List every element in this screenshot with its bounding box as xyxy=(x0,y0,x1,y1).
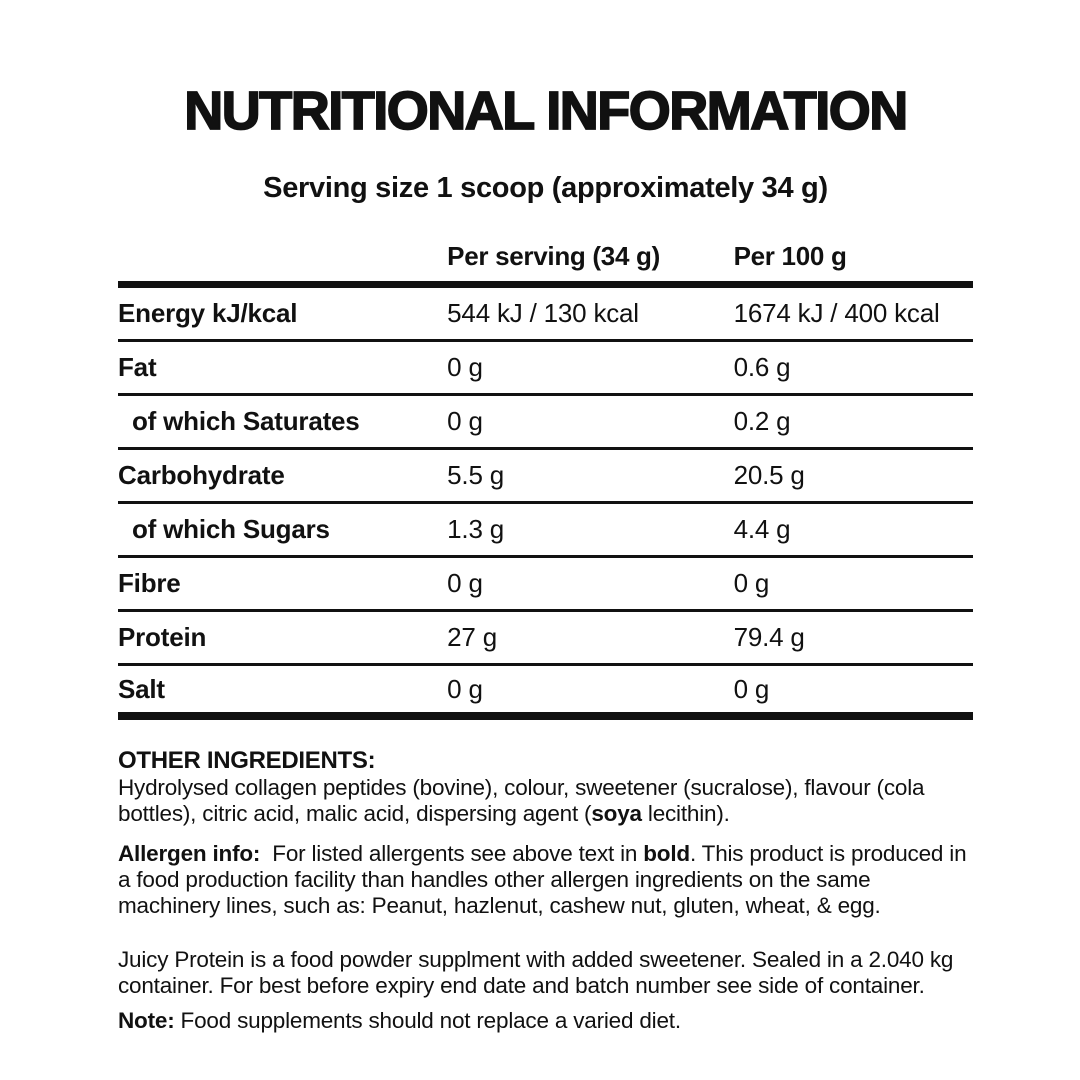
row-per-serving-value: 0 g xyxy=(447,673,483,704)
row-label: of which Saturates xyxy=(132,406,360,436)
header-cell-per-100g: Per 100 g xyxy=(733,241,847,271)
allergen-info-paragraph: Allergen info: For listed allergents see… xyxy=(118,841,978,920)
row-label: Fibre xyxy=(118,568,181,598)
row-per-100g-value: 79.4 g xyxy=(733,622,805,652)
row-per-serving-value: 0 g xyxy=(447,406,483,436)
other-ingredients-paragraph: Hydrolysed collagen peptides (bovine), c… xyxy=(118,775,978,828)
product-info-paragraph: Juicy Protein is a food powder supplment… xyxy=(118,946,960,998)
note-text: Food supplements should not replace a va… xyxy=(174,1008,682,1034)
label-text-sections: OTHER INGREDIENTS: Hydrolysed collagen p… xyxy=(118,747,978,1035)
table-row-fibre: Fibre 0 g 0 g xyxy=(118,558,973,612)
allergen-info-label: Allergen info: xyxy=(118,840,261,866)
row-per-100g-value: 1674 kJ / 400 kcal xyxy=(733,298,940,328)
row-label: Carbohydrate xyxy=(118,460,285,490)
row-per-100g-value: 0.2 g xyxy=(733,406,791,436)
other-ingredients-heading: OTHER INGREDIENTS: xyxy=(118,747,376,774)
ingredients-text-before: Hydrolysed collagen peptides (bovine), c… xyxy=(118,775,931,827)
row-per-serving-value: 0 g xyxy=(447,352,483,382)
row-label: of which Sugars xyxy=(132,514,330,544)
note-paragraph: Note: Food supplements should not replac… xyxy=(118,1008,978,1034)
row-label: Protein xyxy=(118,622,207,652)
row-per-serving-value: 1.3 g xyxy=(447,514,504,544)
allergen-text-2: . This product is produced in a food pro… xyxy=(118,840,973,919)
table-row-carbohydrate: Carbohydrate 5.5 g 20.5 g xyxy=(118,450,973,504)
nutrition-table: Per serving (34 g) Per 100 g Energy kJ/k… xyxy=(118,241,973,720)
page-title: NUTRITIONAL INFORMATION xyxy=(183,81,909,141)
row-per-serving-value: 0 g xyxy=(447,568,483,598)
table-row-salt: Salt 0 g 0 g xyxy=(118,666,973,720)
row-label: Energy kJ/kcal xyxy=(118,298,298,328)
row-per-serving-value: 5.5 g xyxy=(447,460,504,490)
note-label: Note: xyxy=(118,1008,175,1034)
row-per-100g-value: 20.5 g xyxy=(733,460,805,490)
nutrition-label: NUTRITIONAL INFORMATION Serving size 1 s… xyxy=(118,0,973,1035)
ingredients-bold-soya: soya xyxy=(591,801,642,827)
table-row-saturates: of which Saturates 0 g 0.2 g xyxy=(118,396,973,450)
table-row-protein: Protein 27 g 79.4 g xyxy=(118,612,973,666)
allergen-bold-word: bold xyxy=(643,840,690,866)
row-label: Salt xyxy=(118,673,165,704)
table-row-energy: Energy kJ/kcal 544 kJ / 130 kcal 1674 kJ… xyxy=(118,288,973,342)
row-label: Fat xyxy=(118,352,157,382)
row-per-100g-value: 0 g xyxy=(733,673,770,704)
header-cell-per-serving: Per serving (34 g) xyxy=(447,241,660,271)
table-row-sugars: of which Sugars 1.3 g 4.4 g xyxy=(118,504,973,558)
table-header-row: Per serving (34 g) Per 100 g xyxy=(118,241,973,288)
ingredients-text-after: lecithin). xyxy=(641,801,730,827)
row-per-100g-value: 4.4 g xyxy=(733,514,791,544)
serving-size-line: Serving size 1 scoop (approximately 34 g… xyxy=(263,172,828,204)
row-per-serving-value: 27 g xyxy=(447,622,497,652)
row-per-100g-value: 0 g xyxy=(733,568,770,598)
table-row-fat: Fat 0 g 0.6 g xyxy=(118,342,973,396)
row-per-100g-value: 0.6 g xyxy=(733,352,791,382)
row-per-serving-value: 544 kJ / 130 kcal xyxy=(447,298,639,328)
allergen-text-1: For listed allergents see above text in xyxy=(260,840,644,866)
